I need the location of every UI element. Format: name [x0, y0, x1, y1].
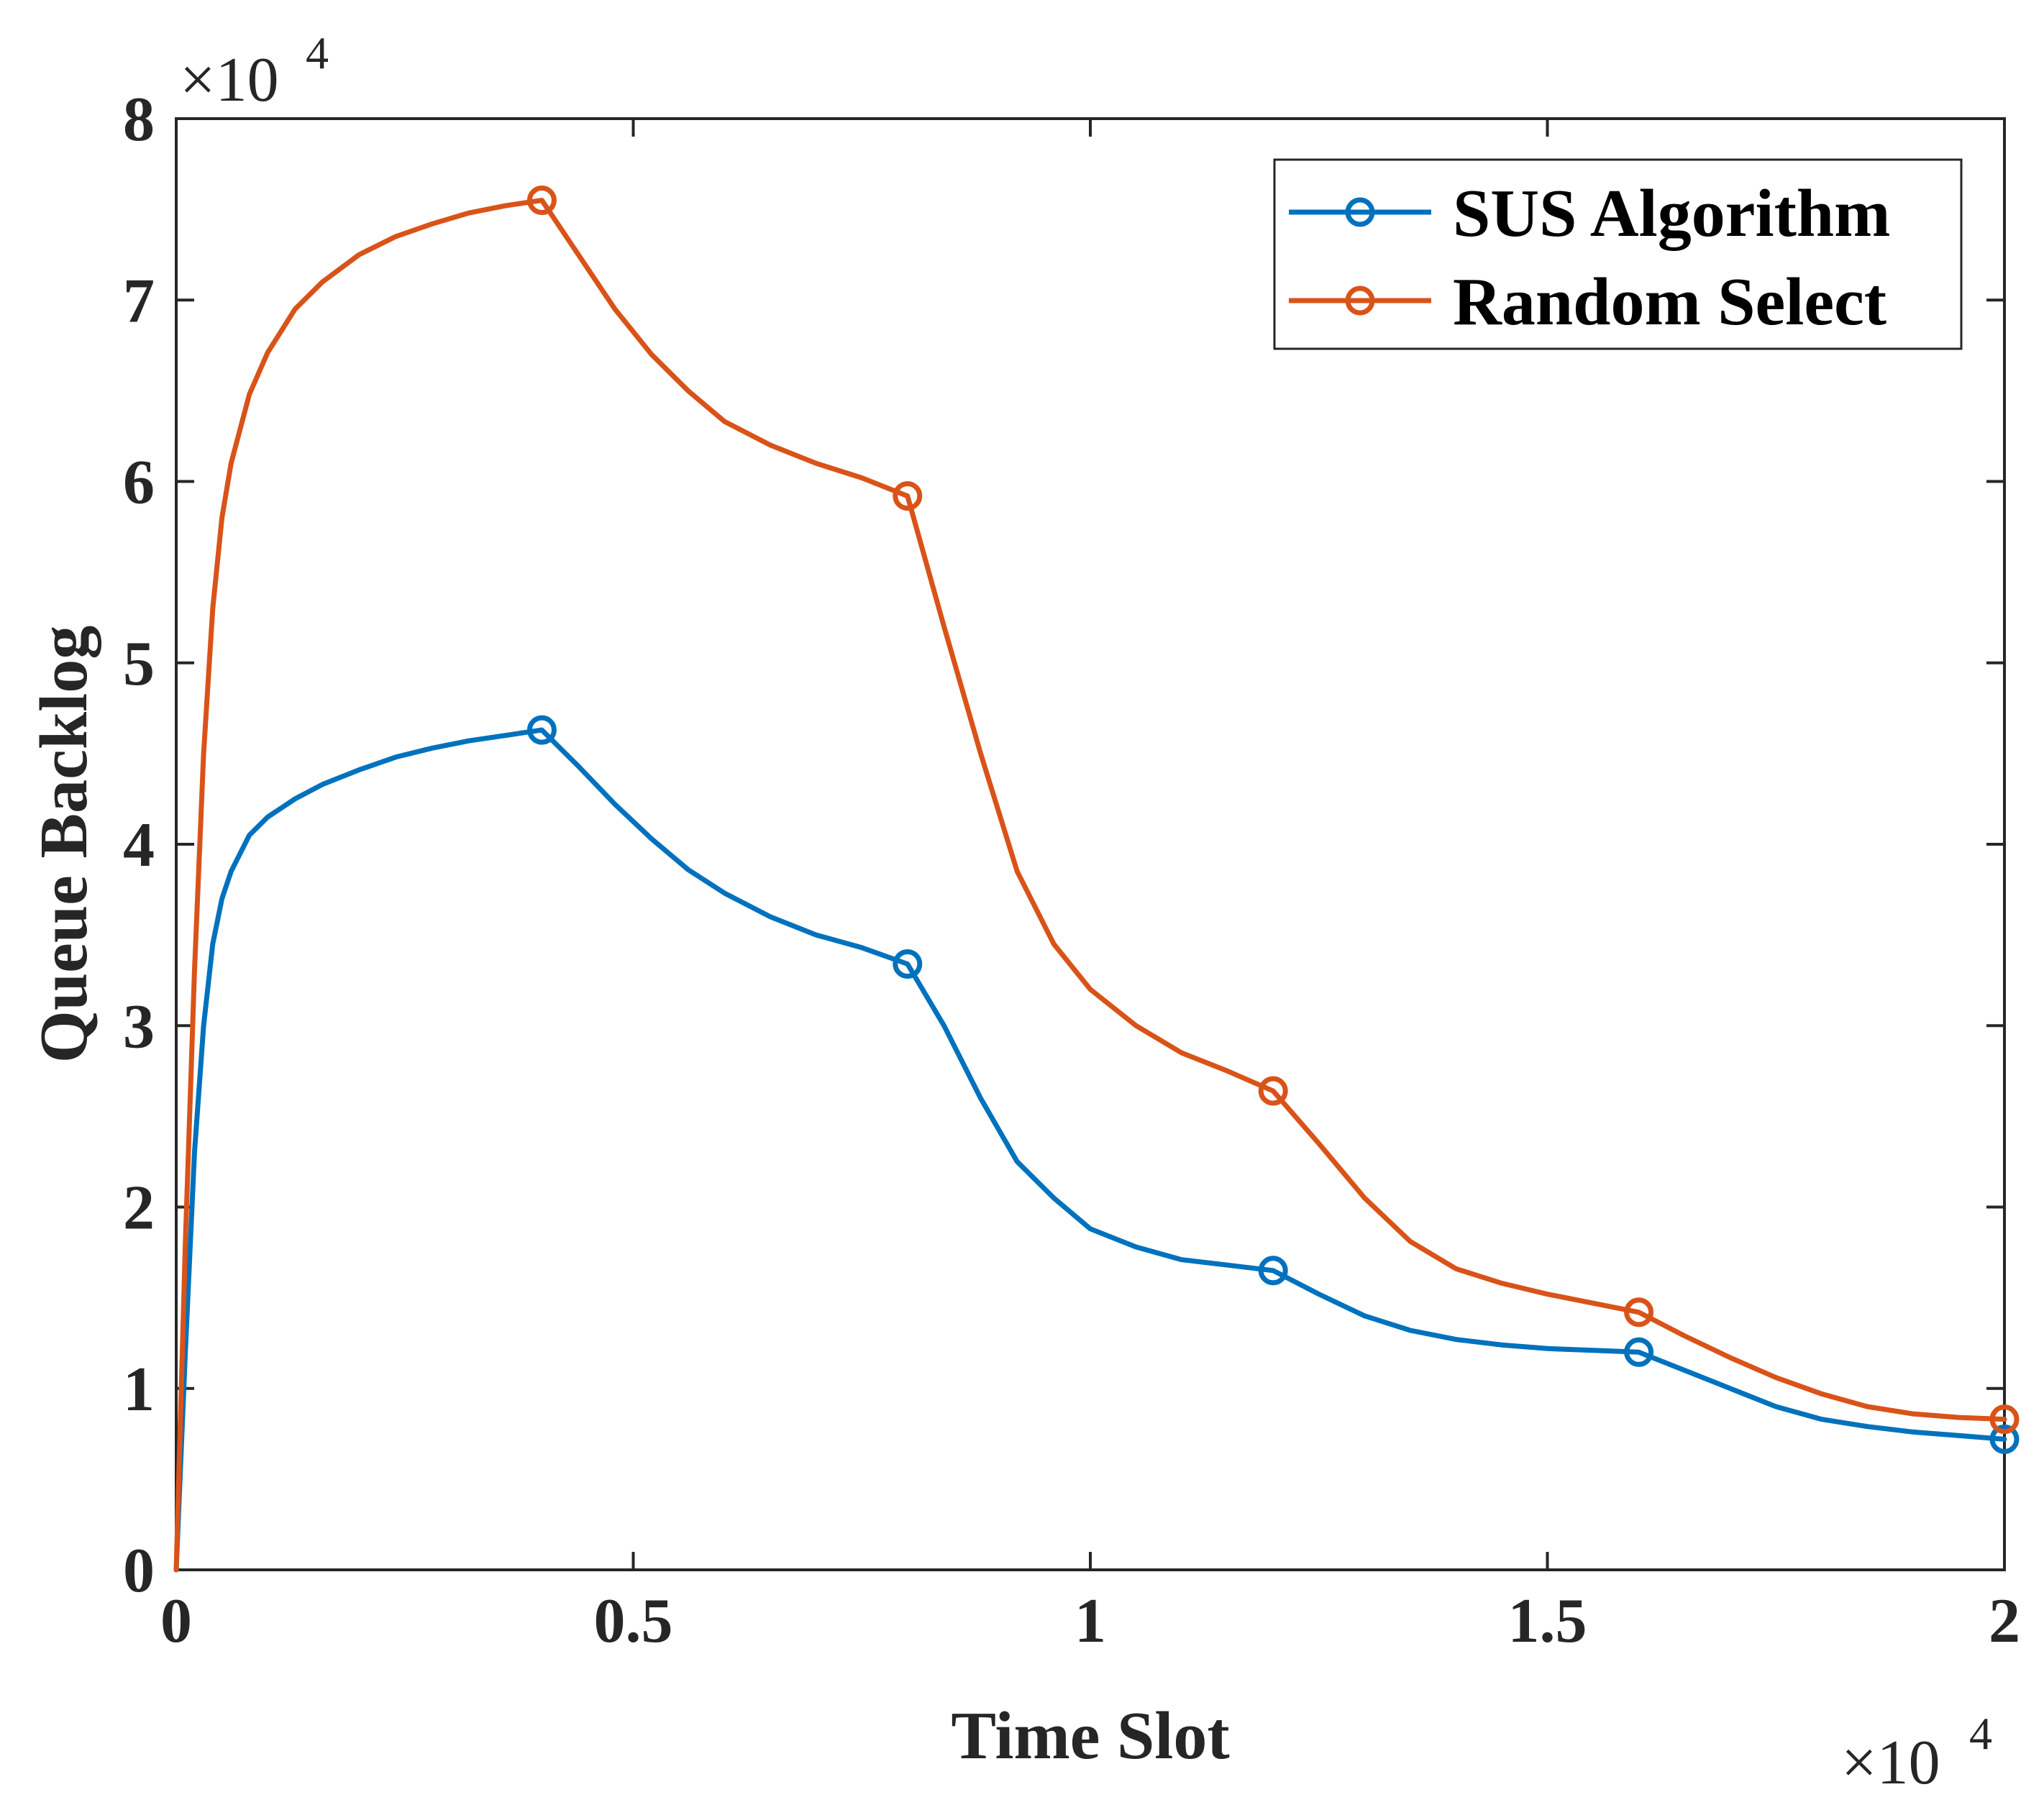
legend-item-sus: SUS Algorithm	[1289, 176, 1890, 251]
y-tick-label: 4	[123, 810, 155, 880]
series-marker-random	[1624, 1297, 1654, 1328]
series-marker-sus	[893, 949, 923, 979]
y-exponent-power: 4	[306, 27, 329, 78]
series-marker-random	[1258, 1076, 1288, 1106]
x-exponent-label: ×10 4	[1841, 1708, 1992, 1798]
y-tick-label: 0	[123, 1536, 155, 1606]
x-tick-label: 1.5	[1508, 1586, 1587, 1656]
legend-label-sus: SUS Algorithm	[1453, 176, 1890, 251]
series-marker-sus	[1989, 1424, 2020, 1454]
x-axis-title: Time Slot	[951, 1699, 1229, 1773]
y-exponent-base: ×10	[180, 45, 279, 115]
x-tick-labels: 0 0.5 1 1.5 2	[160, 1586, 2020, 1656]
legend-marker-random	[1345, 285, 1375, 316]
legend-marker-sus	[1345, 197, 1375, 227]
y-tick-label: 6	[123, 448, 155, 518]
series-marker-sus	[1258, 1256, 1288, 1286]
y-tick-label: 2	[123, 1174, 155, 1243]
y-tick-label: 3	[123, 992, 155, 1061]
x-exponent-power: 4	[1969, 1708, 1992, 1759]
series-marker-random	[1989, 1404, 2020, 1435]
y-tick-label: 7	[123, 266, 155, 336]
series-marker-sus	[526, 715, 557, 745]
legend: SUS Algorithm Random Select	[1273, 158, 1963, 350]
y-axis-title: Queue Backlog	[27, 626, 101, 1063]
plot-area	[175, 117, 2006, 1571]
x-exponent-base: ×10	[1841, 1728, 1940, 1798]
series-line-sus	[173, 727, 2007, 1573]
x-tick-label: 0	[160, 1586, 192, 1656]
series-marker-sus	[1624, 1337, 1654, 1367]
y-tick-label: 5	[123, 629, 155, 699]
legend-item-random: Random Select	[1289, 265, 1886, 339]
x-tick-label: 2	[1989, 1586, 2020, 1656]
y-tick-labels: 0 1 2 3 4 5 6 7 8	[123, 85, 155, 1606]
series-line-random	[173, 198, 2007, 1573]
series-marker-random	[526, 186, 557, 216]
x-tick-label: 0.5	[594, 1586, 673, 1656]
y-exponent-label: ×10 4	[180, 27, 329, 115]
y-tick-label: 1	[123, 1355, 155, 1425]
series-layer	[173, 186, 2020, 1573]
legend-label-random: Random Select	[1453, 265, 1886, 339]
series-marker-random	[893, 481, 923, 511]
legend-box	[1273, 158, 1963, 350]
x-tick-label: 1	[1075, 1586, 1106, 1656]
y-tick-label: 8	[123, 85, 155, 155]
